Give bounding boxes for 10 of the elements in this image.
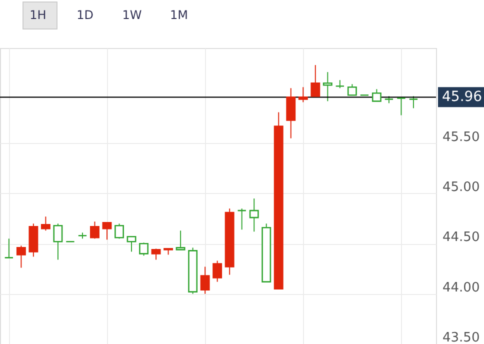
y-tick-label: 45.00 [442,180,480,195]
text: 1M [170,8,188,22]
text: 1W [122,8,142,22]
y-tick-label: 45.50 [442,130,480,145]
y-tick-label: 44.00 [442,280,480,296]
y-tick-label: 43.50 [442,330,480,344]
text: 1H [30,8,46,22]
ref-line-label: 45.96 [442,89,482,106]
y-tick-label: 44.50 [442,230,480,246]
text: 1D [76,8,94,22]
